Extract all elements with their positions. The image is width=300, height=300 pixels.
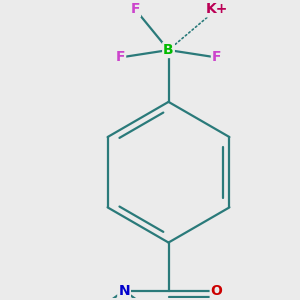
Text: K+: K+ — [206, 2, 228, 16]
Text: F: F — [212, 50, 221, 64]
Text: F: F — [130, 2, 140, 16]
Text: F: F — [116, 50, 125, 64]
Text: N: N — [118, 284, 130, 298]
Text: B: B — [163, 43, 174, 57]
Text: O: O — [211, 284, 223, 298]
